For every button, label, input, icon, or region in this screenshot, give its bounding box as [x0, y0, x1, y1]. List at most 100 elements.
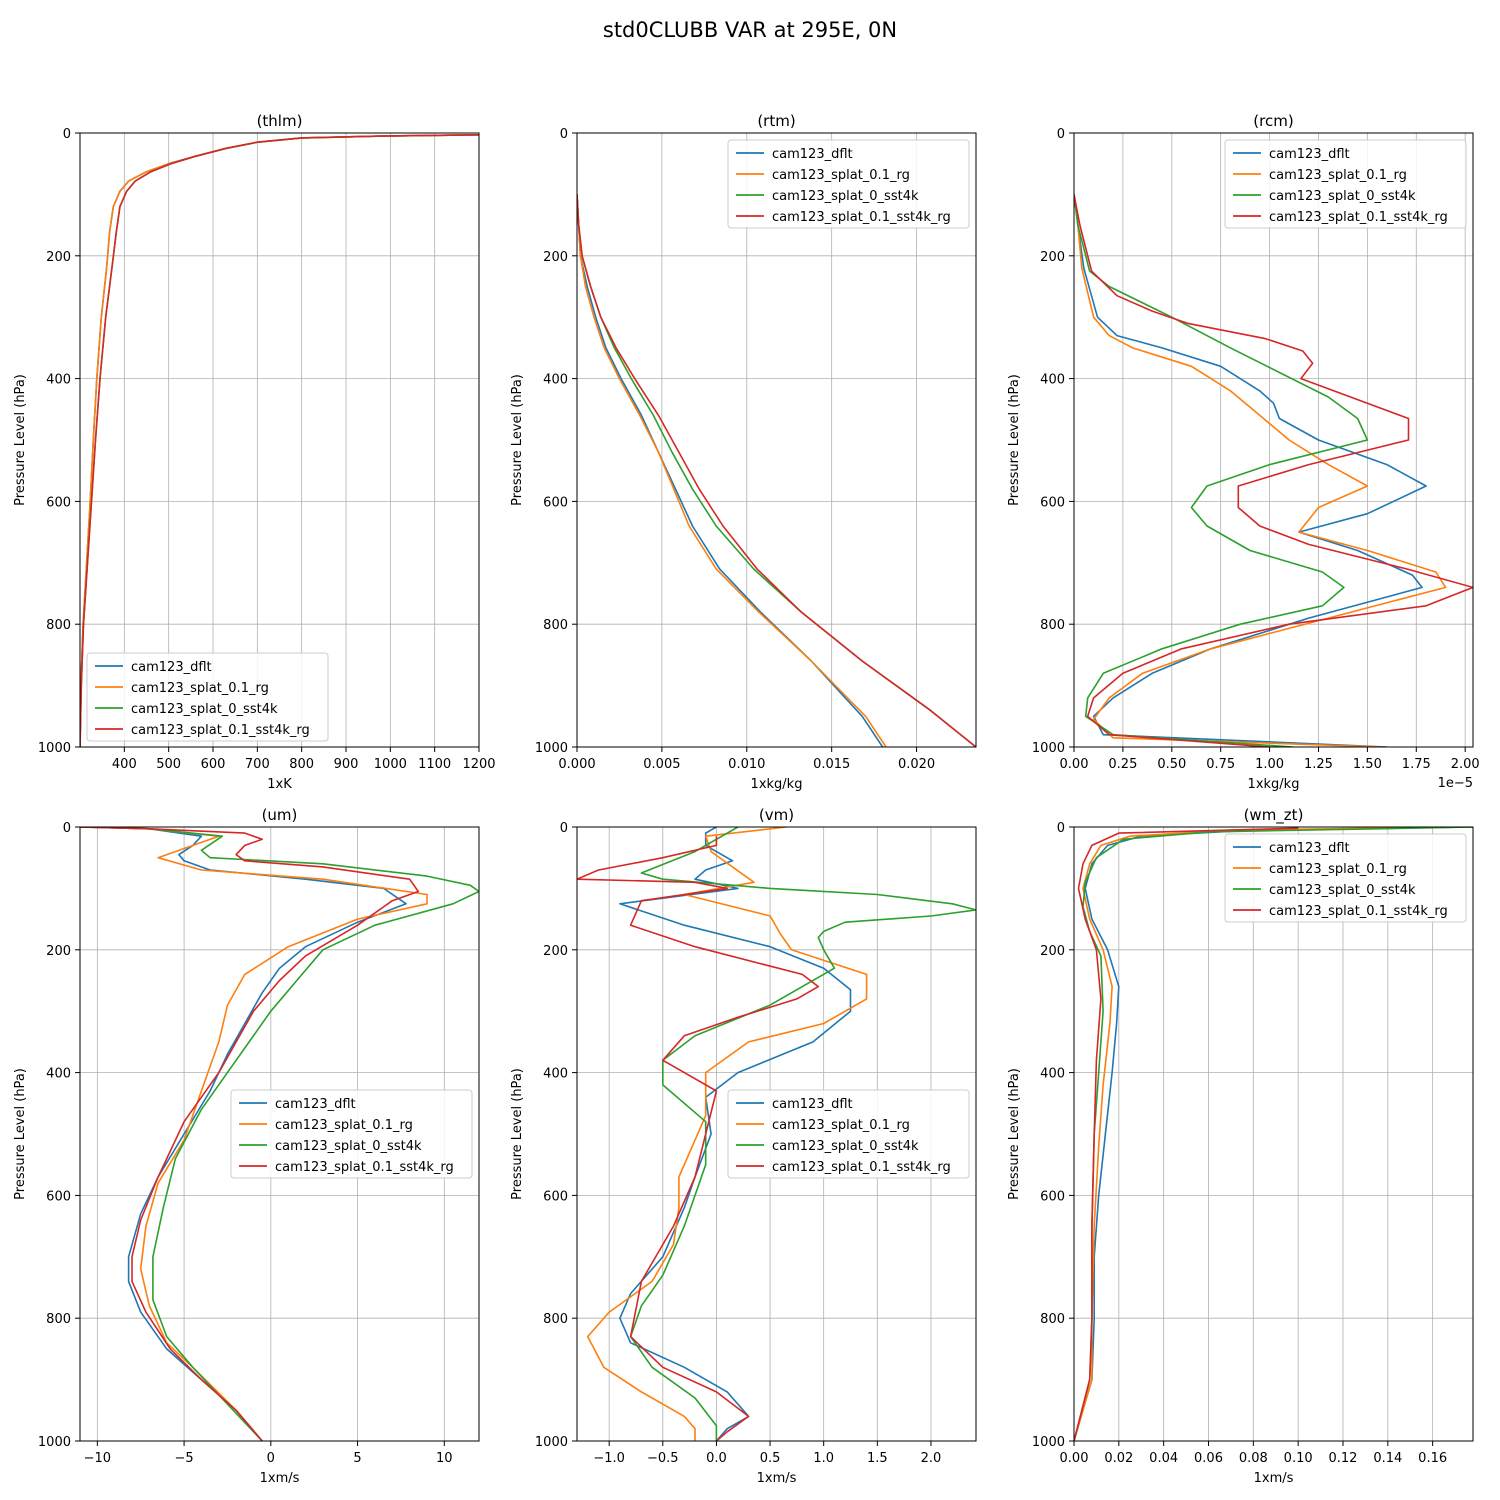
x-axis-label: 1xkg/kg	[751, 777, 803, 792]
series-group	[1074, 194, 1473, 747]
x-tick-label: 600	[201, 757, 226, 772]
y-tick-label: 0	[63, 821, 71, 836]
y-tick-label: 0	[63, 127, 71, 142]
legend-entry: cam123_splat_0.1_sst4k_rg	[772, 1160, 951, 1175]
series-line-1	[1074, 827, 1473, 1441]
x-tick-label: 1.00	[1255, 757, 1284, 772]
legend-entry: cam123_splat_0_sst4k	[275, 1139, 422, 1154]
y-tick-label: 200	[543, 944, 568, 959]
x-tick-label: 0.50	[1157, 757, 1186, 772]
x-tick-label: −10	[84, 1451, 111, 1466]
y-tick-label: 600	[543, 495, 568, 510]
legend: cam123_dflt cam123_splat_0.1_rg cam123_spl…	[230, 1089, 473, 1179]
axes-frame	[1073, 826, 1474, 1442]
x-tick-label: 0.00	[1060, 757, 1089, 772]
x-tick-label: 1.50	[1353, 757, 1382, 772]
y-tick-label: 400	[543, 1067, 568, 1082]
x-tick-label: 1000	[374, 757, 407, 772]
y-tick-label: 400	[1040, 373, 1065, 388]
legend-entry: cam123_splat_0_sst4k	[772, 189, 919, 204]
y-tick-label: 0	[560, 821, 568, 836]
x-tick-label: 0.005	[643, 757, 680, 772]
y-tick-label: 600	[543, 1189, 568, 1204]
x-tick-label: 0.02	[1104, 1451, 1133, 1466]
y-tick-label: 600	[46, 1189, 71, 1204]
legend-box	[86, 652, 329, 742]
series-line-2	[80, 827, 479, 1441]
y-tick-label: 400	[46, 1067, 71, 1082]
y-tick-label: 0	[1057, 127, 1065, 142]
figure-title: std0CLUBB VAR at 295E, 0N	[603, 18, 897, 42]
x-tick-label: 800	[289, 757, 314, 772]
y-tick-label: 1000	[535, 741, 568, 756]
legend-entry: cam123_dflt	[131, 660, 212, 675]
legend-entry: cam123_splat_0_sst4k	[1269, 883, 1416, 898]
x-tick-label: −0.5	[647, 1451, 679, 1466]
legend: cam123_dflt cam123_splat_0.1_rg cam123_spl…	[86, 652, 329, 742]
y-tick-label: 0	[1057, 821, 1065, 836]
x-tick-label: 0.16	[1418, 1451, 1447, 1466]
legend-box	[727, 139, 970, 229]
plot-area	[577, 133, 976, 747]
y-tick-label: 800	[46, 1312, 71, 1327]
x-axis-label: 1xm/s	[757, 1471, 797, 1486]
subplot-title: (um)	[262, 806, 298, 824]
subplot-grid: 400 500 600 700 800 900 1000 1100 12000200400600…	[13, 112, 1480, 1486]
x-tick-label: 0.000	[558, 757, 595, 772]
y-tick-label: 200	[543, 250, 568, 265]
legend: cam123_dflt cam123_splat_0.1_rg cam123_spl…	[727, 139, 970, 229]
x-tick-label: 0.14	[1373, 1451, 1402, 1466]
y-tick-label: 200	[1040, 944, 1065, 959]
legend-entry: cam123_splat_0.1_rg	[275, 1118, 413, 1133]
x-tick-label: 5	[353, 1451, 361, 1466]
y-tick-label: 1000	[1032, 741, 1065, 756]
y-tick-label: 200	[46, 250, 71, 265]
plot-area	[80, 133, 479, 747]
legend-entry: cam123_splat_0.1_sst4k_rg	[772, 210, 951, 225]
series-line-3	[1074, 194, 1473, 747]
series-group	[80, 134, 479, 747]
y-axis-label: Pressure Level (hPa)	[13, 374, 28, 506]
y-tick-label: 800	[543, 618, 568, 633]
legend-entry: cam123_dflt	[772, 1097, 853, 1112]
legend: cam123_dflt cam123_splat_0.1_rg cam123_spl…	[727, 1089, 970, 1179]
subplot-5: 0.00 0.02 0.04 0.06 0.08 0.10 0.12 0.14 0.16 0 200…	[1007, 806, 1474, 1486]
x-axis-label: 1xkg/kg	[1248, 777, 1300, 792]
x-tick-label: 0.0	[706, 1451, 727, 1466]
x-tick-label: 0.5	[760, 1451, 781, 1466]
x-tick-label: 1100	[418, 757, 451, 772]
subplot-1: 0.000 0.005 0.010 0.015 0.020 0 200 400 600 800 10…	[510, 112, 977, 792]
legend-entry: cam123_splat_0_sst4k	[1269, 189, 1416, 204]
subplot-3: −10 −5 0 5 10 0 200 400 600 800 1000 (um) 1xm/s Press…	[13, 806, 480, 1486]
x-tick-label: 0.04	[1149, 1451, 1178, 1466]
legend-entry: cam123_dflt	[275, 1097, 356, 1112]
x-tick-label: 0.06	[1194, 1451, 1223, 1466]
x-tick-label: 0.00	[1060, 1451, 1089, 1466]
x-tick-label: 900	[334, 757, 359, 772]
legend-box	[230, 1089, 473, 1179]
y-tick-label: 800	[46, 618, 71, 633]
y-axis-label: Pressure Level (hPa)	[1007, 1068, 1022, 1200]
series-line-1	[1074, 194, 1447, 747]
subplot-0: 400 500 600 700 800 900 1000 1100 1200 0 200 400 600…	[13, 112, 496, 792]
y-tick-label: 200	[46, 944, 71, 959]
y-tick-label: 200	[1040, 250, 1065, 265]
y-tick-label: 600	[1040, 1189, 1065, 1204]
x-tick-label: 2.00	[1451, 757, 1480, 772]
x-tick-label: −5	[175, 1451, 194, 1466]
legend: cam123_dflt cam123_splat_0.1_rg cam123_spl…	[1224, 833, 1467, 923]
legend-box	[1224, 139, 1467, 229]
y-axis-label: Pressure Level (hPa)	[510, 1068, 525, 1200]
series-group	[577, 194, 976, 747]
subplot-4: −1.0 −0.5 0.0 0.5 1.0 1.5 2.0 0 200 400 600 800 1000…	[510, 806, 977, 1486]
legend-entry: cam123_splat_0_sst4k	[772, 1139, 919, 1154]
series-group	[577, 827, 976, 1441]
series-line-3	[80, 134, 479, 747]
legend-box	[1224, 833, 1467, 923]
x-axis-label: 1xm/s	[1254, 1471, 1294, 1486]
y-tick-label: 0	[560, 127, 568, 142]
y-axis-label: Pressure Level (hPa)	[13, 1068, 28, 1200]
legend-entry: cam123_splat_0.1_rg	[1269, 862, 1407, 877]
plot-area	[1074, 827, 1473, 1441]
x-tick-label: 400	[112, 757, 137, 772]
